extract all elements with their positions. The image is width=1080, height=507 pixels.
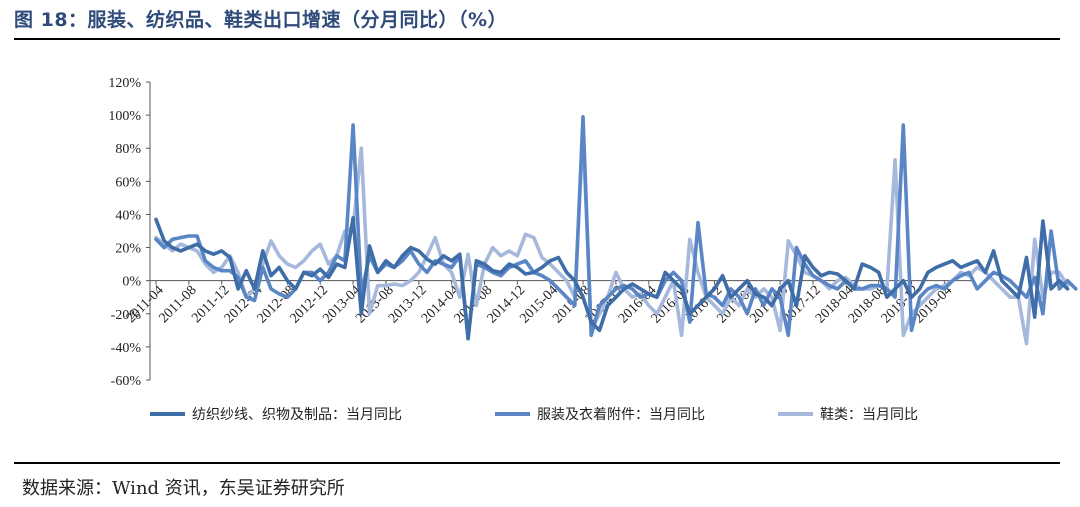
chart-axes: 120%100%80%60%40%20%0%-20%-40%-60%2011-0… (108, 76, 975, 389)
y-tick-label: -60% (111, 374, 142, 389)
bottom-rule (14, 462, 1060, 464)
y-tick-label: 20% (115, 242, 141, 257)
y-tick-label: 0% (122, 275, 141, 290)
legend-label-3: 鞋类：当月同比 (820, 407, 918, 423)
top-rule (14, 38, 1060, 40)
y-tick-label: 120% (108, 76, 141, 91)
chart-title: 图 18：服装、纺织品、鞋类出口增速（分月同比）（%） (14, 9, 508, 31)
y-tick-label: 80% (115, 142, 141, 157)
legend-label-1: 纺织纱线、织物及制品：当月同比 (192, 407, 402, 423)
series-line-2 (154, 115, 1078, 341)
y-tick-label: -20% (111, 308, 142, 323)
export-growth-chart: 120%100%80%60%40%20%0%-20%-40%-60%2011-0… (108, 76, 1078, 423)
legend-label-2: 服装及衣着附件：当月同比 (537, 407, 705, 423)
y-tick-label: 60% (115, 175, 141, 190)
y-tick-label: 40% (115, 208, 141, 223)
series-line-1 (154, 216, 1070, 341)
y-tick-label: 100% (108, 109, 141, 124)
y-tick-label: -40% (111, 341, 142, 356)
chart-legend: 纺织纱线、织物及制品：当月同比 服装及衣着附件：当月同比 鞋类：当月同比 (150, 407, 918, 423)
data-source-note: 数据来源：Wind 资讯，东吴证券研究所 (22, 478, 345, 499)
chart-series (154, 115, 1078, 346)
